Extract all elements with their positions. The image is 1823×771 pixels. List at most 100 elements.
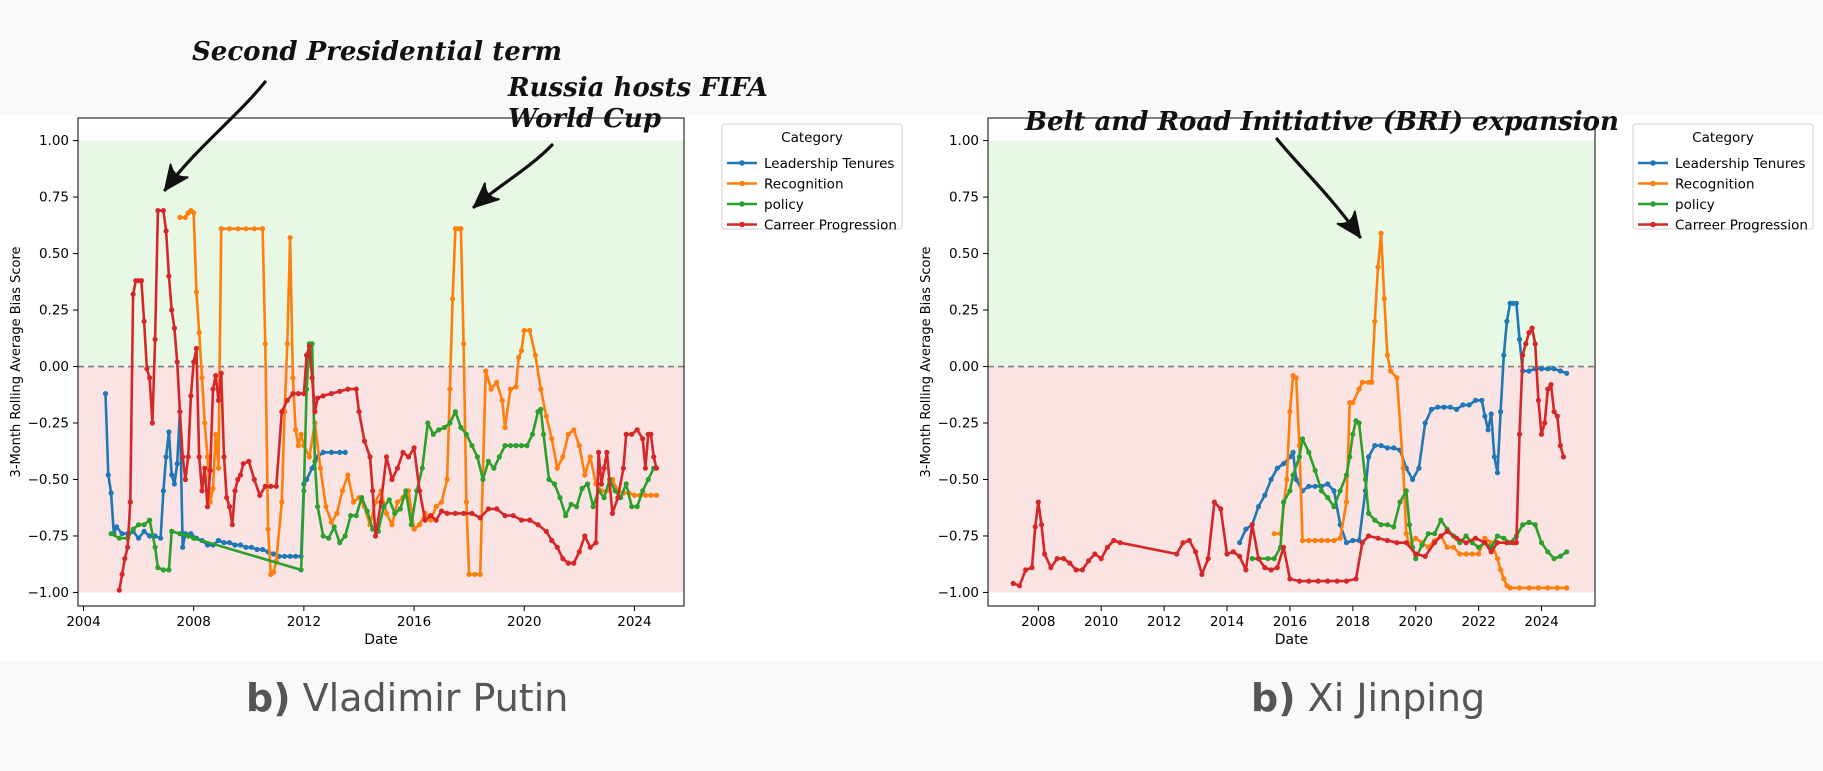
- chart-1-series-1-point: [1388, 368, 1394, 374]
- chart-0-series-1-point: [411, 526, 417, 532]
- chart-1-series-1-point: [1526, 585, 1532, 591]
- chart-1-series-0-point: [1262, 492, 1268, 498]
- chart-0-series-2-point: [557, 495, 563, 501]
- chart-0-legend-label: policy: [764, 197, 804, 213]
- chart-0-series-2-point: [403, 488, 409, 494]
- chart-1-series-3-point: [1104, 544, 1111, 550]
- chart-0-series-1-point: [560, 454, 566, 460]
- chart-0-series-1-point: [182, 214, 188, 220]
- chart-0-series-3-point: [648, 431, 654, 437]
- chart-0-series-1-point: [444, 476, 450, 483]
- caption-xi-letter: b): [1251, 676, 1296, 720]
- chart-0-series-3-point: [433, 517, 439, 523]
- chart-1-legend-label: policy: [1675, 197, 1715, 213]
- chart-1-series-3-point: [1513, 540, 1519, 546]
- chart-1-series-2-point: [1306, 449, 1312, 455]
- chart-0-series-1-point: [279, 499, 285, 505]
- chart-1-series-3-point: [1557, 443, 1563, 449]
- chart-1-series-1-point: [1403, 531, 1409, 537]
- chart-1-series-2-point: [1318, 488, 1324, 494]
- chart-0-series-3-point: [177, 409, 183, 415]
- chart-1-xtick-label: 2008: [1021, 614, 1055, 630]
- chart-0-series-2-point: [579, 485, 585, 492]
- chart-1-series-0-point: [1460, 402, 1466, 408]
- chart-1-series-2-point: [1397, 499, 1403, 505]
- chart-1-series-3-point: [1281, 544, 1287, 550]
- chart-0-legend-label: Recognition: [764, 177, 844, 193]
- chart-0-series-0-point: [171, 481, 177, 487]
- chart-1-series-2-point: [1337, 488, 1343, 494]
- chart-0-ytick-label: 0.25: [39, 303, 69, 319]
- chart-1-series-0-point: [1472, 397, 1479, 403]
- chart-0-series-1-point: [450, 296, 456, 302]
- chart-0-series-0-point: [114, 524, 120, 530]
- chart-0-series-2-point: [540, 431, 547, 437]
- chart-1-series-1-point: [1381, 296, 1387, 302]
- chart-1-series-0-point: [1372, 443, 1378, 449]
- chart-1-series-0-point: [1526, 368, 1532, 374]
- chart-0-series-1-point: [428, 517, 434, 523]
- chart-1-series-0-point: [1494, 470, 1501, 476]
- chart-0-series-2-point: [640, 488, 646, 494]
- chart-1-ytick-label: 0.25: [949, 303, 979, 319]
- chart-1-series-1-point: [1343, 499, 1350, 505]
- chart-0-series-3-point: [213, 373, 219, 379]
- chart-0-series-3-point: [543, 528, 549, 535]
- chart-1-annotation-0-arrowhead: [1336, 210, 1361, 238]
- chart-1-series-3-point: [1403, 540, 1409, 546]
- chart-0-series-0-point: [141, 528, 147, 535]
- chart-0-legend: Category Leadership Tenures Recognition pol…: [721, 123, 903, 234]
- chart-1-series-3-point: [1516, 431, 1523, 437]
- chart-1-series-3-point: [1249, 522, 1255, 528]
- chart-1-series-0-point: [1504, 318, 1510, 324]
- chart-0-series-3-point: [240, 461, 246, 467]
- chart-0-series-0-point: [147, 533, 153, 539]
- chart-0-series-2-point: [397, 506, 403, 512]
- chart-0-series-1-point: [516, 354, 522, 361]
- chart-0-series-2-point: [364, 508, 370, 514]
- chart-0-series-1-point: [251, 226, 257, 232]
- chart-0-series-3-point: [494, 506, 500, 512]
- chart-1-series-2-point: [1557, 553, 1563, 559]
- chart-1-series-3-point: [1211, 499, 1217, 505]
- chart-0-series-0-point: [237, 542, 244, 548]
- chart-1-series-2-point: [1419, 542, 1425, 548]
- chart-1-series-0-point: [1343, 540, 1350, 546]
- chart-1-series-1-point: [1457, 551, 1463, 557]
- chart-1-series-0-point: [1268, 476, 1274, 483]
- chart-0-series-2-point: [436, 427, 442, 433]
- chart-0-series-3-point: [320, 393, 326, 399]
- chart-0-series-3-point: [444, 510, 450, 516]
- chart-0-series-1-point: [507, 386, 514, 392]
- chart-0-series-3-point: [290, 391, 296, 397]
- chart-1-series-3-point: [1054, 556, 1060, 562]
- chart-0-series-3-point: [169, 307, 175, 313]
- chart-1-legend-marker: [1650, 180, 1656, 187]
- chart-0-series-0-point: [102, 391, 109, 397]
- chart-1-series-2-point: [1271, 556, 1277, 562]
- caption-putin: b) Vladimir Putin: [246, 676, 568, 720]
- chart-1-series-3-point: [1199, 571, 1205, 578]
- chart-1-series-3-point: [1343, 578, 1350, 584]
- chart-0-series-0-point: [232, 542, 238, 548]
- chart-1-series-2-point: [1281, 499, 1287, 505]
- chart-0-series-3-point: [202, 465, 208, 471]
- chart-0-series-2-point: [590, 504, 596, 510]
- chart-1-series-3-point: [1523, 341, 1529, 347]
- chart-1: −1.00 −0.75 −0.50 −0.25 0.00 0.25 0.50 0.75 1.00…: [919, 107, 1814, 648]
- chart-0-series-3-point: [615, 495, 621, 501]
- chart-0-series-3-point: [144, 366, 150, 372]
- chart-1-series-3-point: [1394, 540, 1400, 546]
- chart-1-series-1-point: [1287, 409, 1293, 415]
- chart-0-series-3-point: [147, 375, 153, 381]
- chart-0-series-3-point: [629, 431, 635, 437]
- chart-1-series-3-point: [1472, 535, 1479, 541]
- chart-1-series-2-point: [1438, 517, 1444, 523]
- chart-1-xlabel: Date: [1275, 632, 1308, 648]
- chart-1-xtick-label: 2024: [1524, 614, 1558, 630]
- chart-1-series-1-point: [1369, 379, 1375, 385]
- chart-1-series-0-point: [1516, 336, 1523, 342]
- chart-1-series-0-point: [1237, 540, 1243, 546]
- chart-0-series-2-point: [155, 565, 161, 571]
- chart-1-series-1-point: [1284, 476, 1290, 483]
